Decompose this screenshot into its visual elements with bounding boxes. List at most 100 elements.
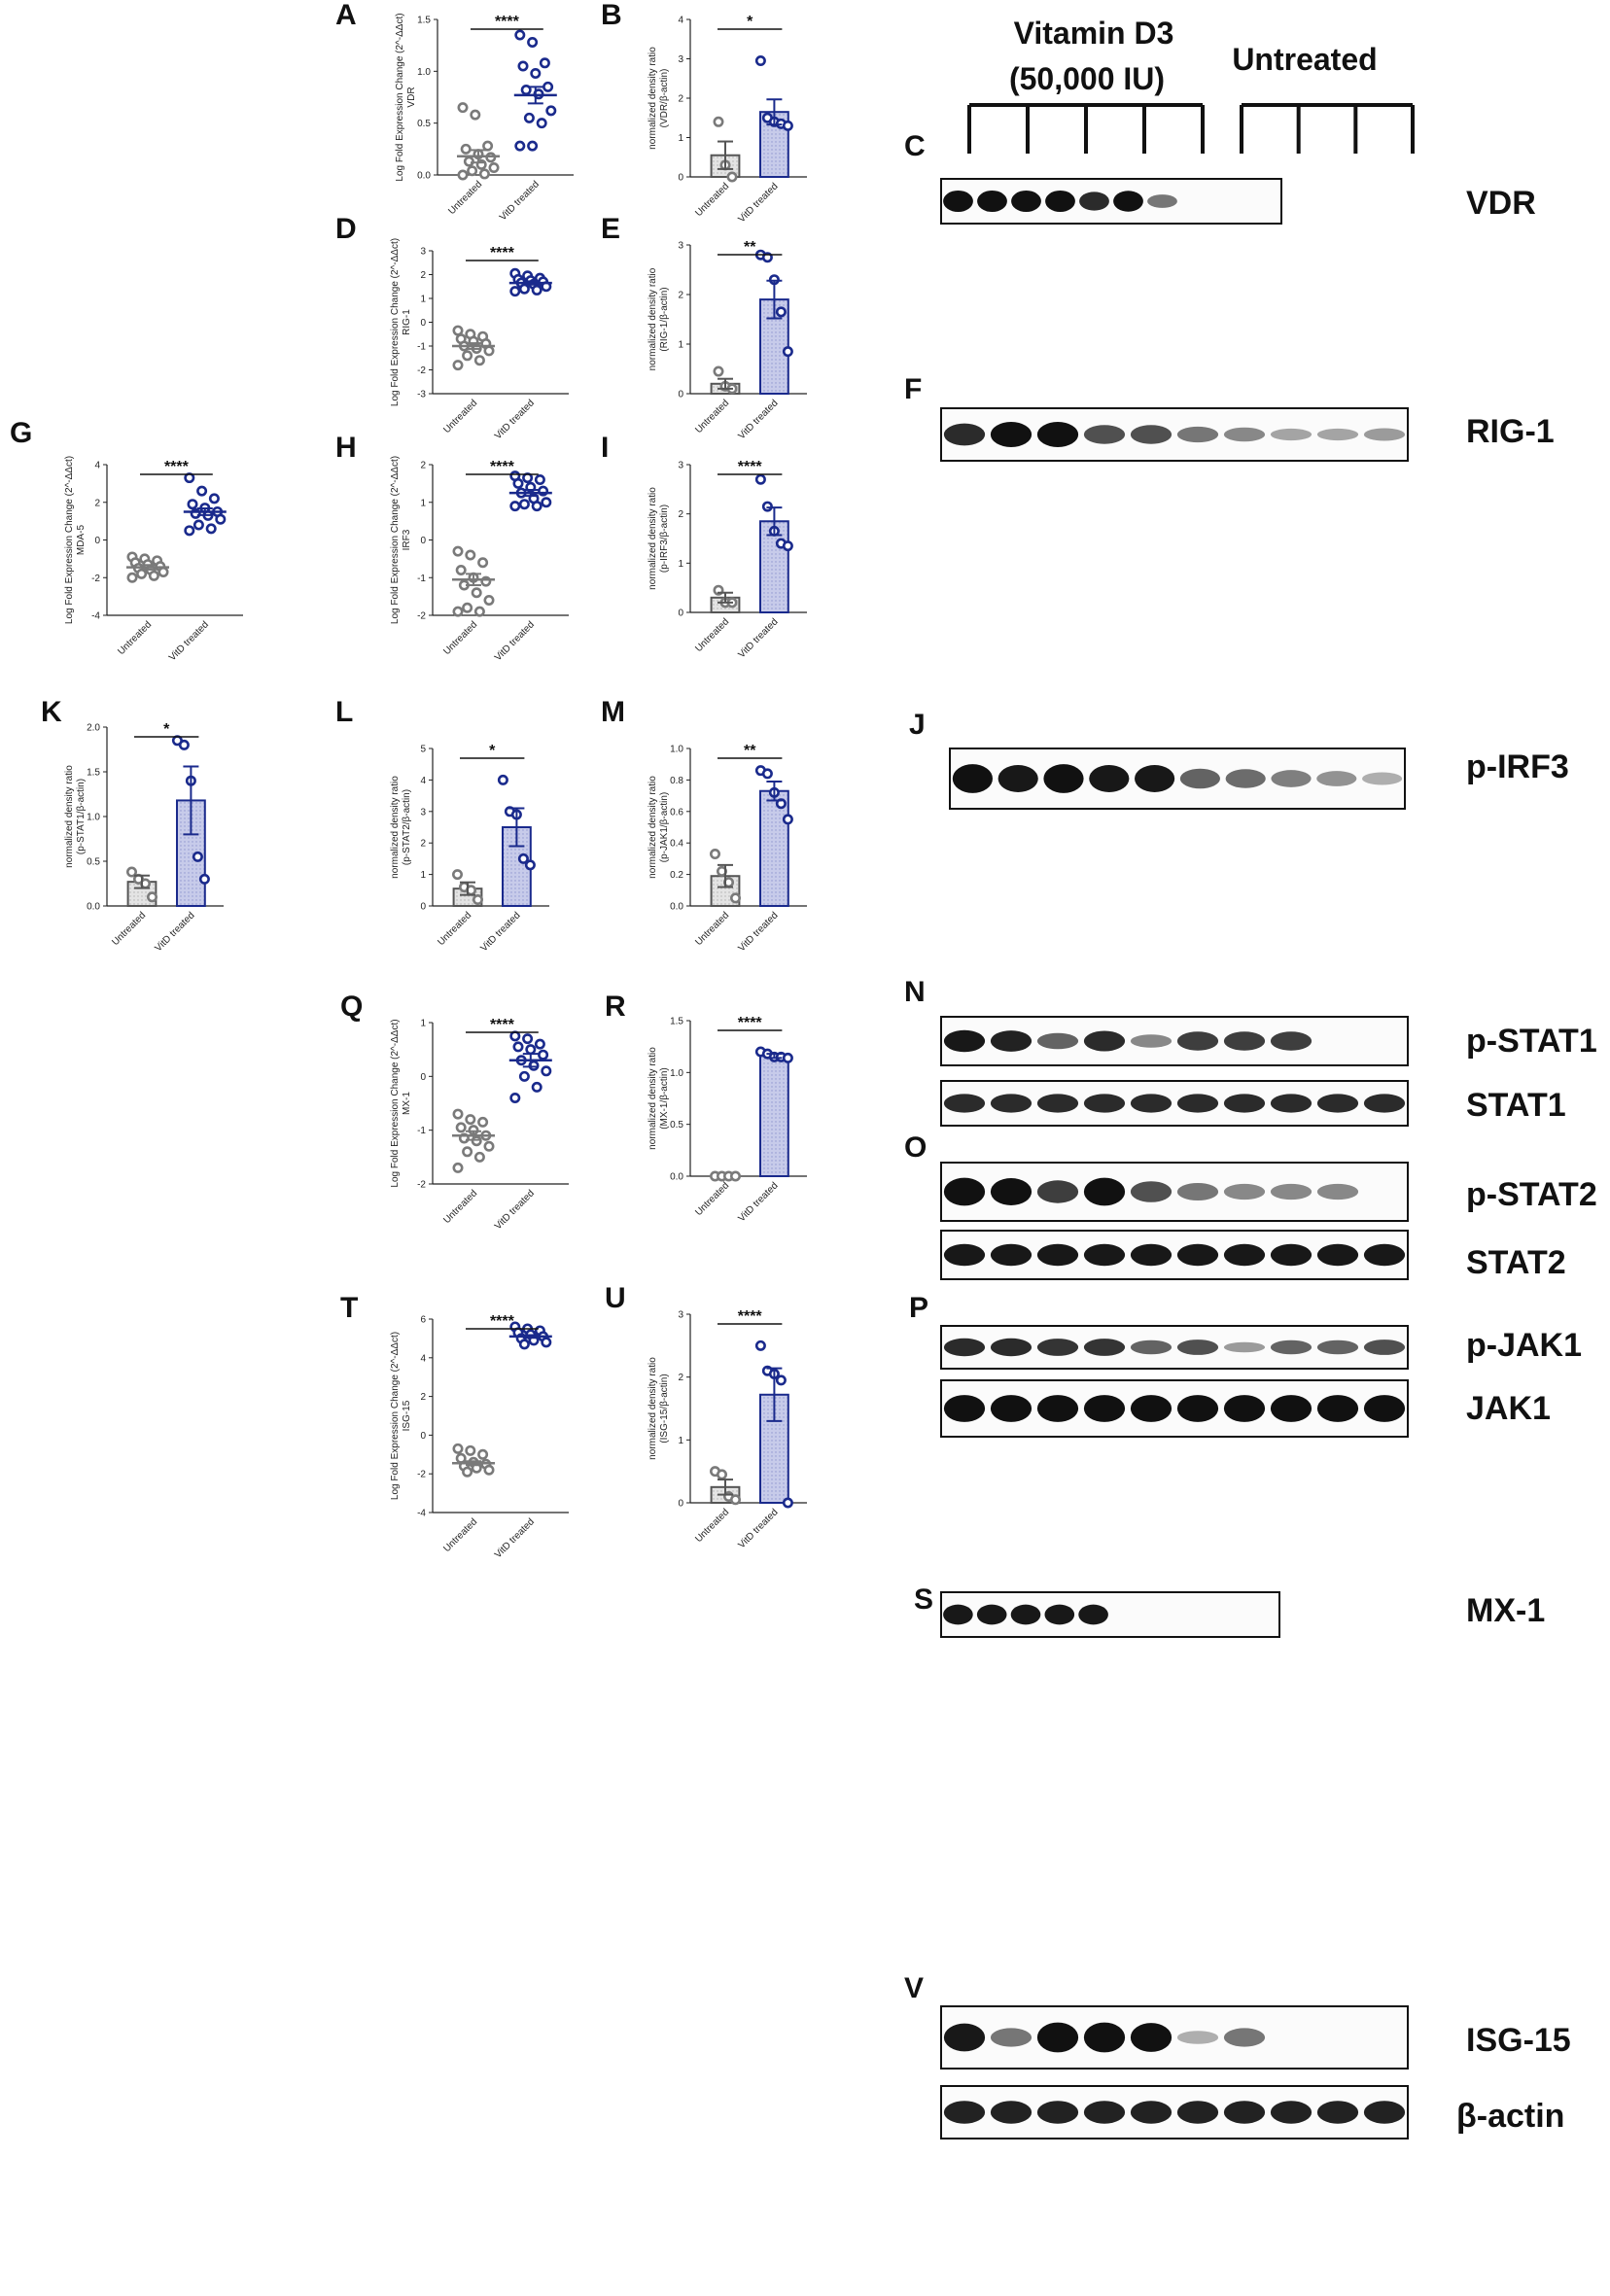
- data-point: [208, 493, 220, 504]
- data-point: [457, 102, 469, 114]
- blot-band: [1316, 1094, 1359, 1113]
- panel-D: D -3 -2 -1 0 1 2 3 Log Fold Expression Change (2…: [335, 213, 569, 441]
- data-point: [452, 325, 464, 336]
- blot-band: [1135, 765, 1175, 792]
- blot-jak1: JAK1: [940, 1379, 1551, 1438]
- data-point: [514, 29, 526, 41]
- x-category-label: VitD treated: [737, 398, 781, 441]
- y-tick-label: 4: [678, 16, 683, 26]
- y-axis-label-2: (RIG-1/β-actin): [659, 287, 670, 351]
- blot-band: [1223, 1183, 1266, 1200]
- blot-band: [1176, 1243, 1219, 1267]
- y-tick-label: -4: [91, 611, 100, 622]
- blot-band: [1130, 2101, 1172, 2124]
- blot-band: [1176, 2101, 1219, 2124]
- data-point: [709, 849, 720, 860]
- y-tick-label: 1.0: [87, 813, 100, 823]
- panel-label: S: [914, 1583, 933, 1616]
- data-point: [782, 540, 793, 552]
- data-point: [512, 1041, 524, 1053]
- data-point: [729, 1170, 741, 1182]
- blot-band: [1036, 1180, 1079, 1203]
- blot-band: [1083, 1395, 1126, 1422]
- y-tick-label: 0: [420, 902, 426, 913]
- data-point: [531, 1081, 542, 1093]
- x-category-label: Untreated: [116, 619, 154, 657]
- y-tick-label: 3: [420, 807, 426, 818]
- blot-band: [1223, 427, 1266, 442]
- blot-band: [1316, 1183, 1359, 1200]
- blot-band: [943, 1243, 986, 1267]
- data-point: [455, 1122, 467, 1133]
- y-tick-label: 2: [420, 461, 426, 471]
- y-tick-label: -1: [417, 574, 426, 584]
- x-category-label: VitD treated: [737, 1507, 781, 1550]
- panel-label: L: [335, 696, 353, 728]
- blot-label: STAT1: [1466, 1087, 1566, 1124]
- y-tick-label: 1.5: [87, 768, 100, 779]
- y-tick-label: 0.8: [670, 776, 683, 786]
- y-tick-label: 3: [420, 247, 426, 258]
- data-point: [525, 1044, 537, 1056]
- y-axis-label-2: RIG-1: [402, 309, 412, 335]
- blot-band: [1036, 2101, 1079, 2124]
- y-axis-label-2: MX-1: [402, 1092, 412, 1115]
- blot-label: RIG-1: [1466, 413, 1555, 450]
- blot-label: p-STAT1: [1466, 1023, 1597, 1060]
- x-category-label: VitD treated: [493, 1188, 537, 1232]
- blot-label: β-actin: [1456, 2098, 1564, 2135]
- blot-band: [1223, 2028, 1266, 2047]
- y-tick-label: 3: [678, 241, 683, 252]
- data-point: [527, 36, 539, 48]
- data-point: [463, 156, 474, 167]
- significance-stars: *: [489, 743, 496, 759]
- data-point: [465, 1444, 476, 1456]
- y-axis-label-2: (p-STAT1/β-actin): [76, 779, 87, 854]
- data-point: [452, 545, 464, 557]
- data-point: [483, 1464, 495, 1476]
- x-category-label: VitD treated: [737, 910, 781, 954]
- y-tick-label: 1: [678, 340, 683, 351]
- data-point: [509, 286, 521, 297]
- blot-label: p-IRF3: [1466, 748, 1569, 785]
- blot-band: [1316, 1339, 1359, 1355]
- y-tick-label: 1.5: [417, 16, 431, 26]
- data-point: [477, 1448, 489, 1460]
- data-point: [713, 116, 724, 127]
- data-point: [754, 1339, 766, 1351]
- x-category-label: VitD treated: [479, 910, 523, 954]
- y-axis-label: normalized density ratio: [648, 1357, 658, 1460]
- data-point: [465, 1114, 476, 1126]
- y-axis-label: Log Fold Expression Change (2^-ΔΔct): [64, 456, 75, 624]
- group-label-dose: (50,000 IU): [1009, 61, 1165, 96]
- blot-band: [1083, 425, 1126, 444]
- blot-frame: [940, 1162, 1409, 1222]
- data-point: [512, 477, 524, 489]
- blot-band: [1036, 1032, 1079, 1050]
- y-axis-label-2: ISG-15: [402, 1400, 412, 1431]
- panel-label: J: [909, 709, 926, 741]
- data-point: [542, 81, 554, 92]
- y-tick-label: 1: [420, 870, 426, 881]
- x-category-label: Untreated: [693, 1180, 731, 1218]
- blot-band: [1270, 1395, 1312, 1422]
- blot-band: [1176, 1094, 1219, 1113]
- significance-stars: **: [744, 239, 756, 256]
- data-point: [716, 1469, 727, 1480]
- data-point: [523, 112, 535, 123]
- y-tick-label: 0: [420, 318, 426, 329]
- y-tick-label: 0: [420, 1072, 426, 1083]
- significance-stars: ****: [738, 1015, 763, 1031]
- blot-band: [943, 2023, 986, 2052]
- blot-label: p-JAK1: [1466, 1327, 1582, 1364]
- y-tick-label: 1.5: [670, 1017, 683, 1027]
- data-point: [713, 365, 724, 377]
- data-point: [729, 892, 741, 904]
- blot-stat1: STAT1: [940, 1080, 1566, 1127]
- data-point: [467, 165, 478, 177]
- data-point: [541, 1337, 552, 1348]
- y-tick-label: 0: [420, 1431, 426, 1442]
- data-point: [455, 564, 467, 575]
- y-tick-label: 0.2: [670, 870, 683, 881]
- y-tick-label: 3: [678, 54, 683, 65]
